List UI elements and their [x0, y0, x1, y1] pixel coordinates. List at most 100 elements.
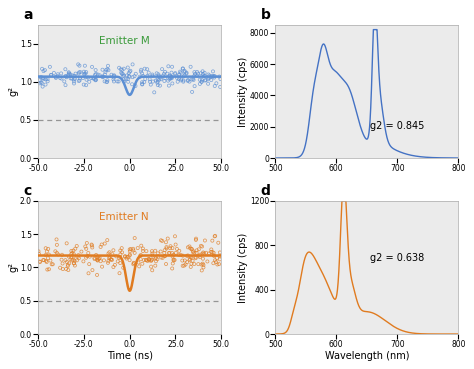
- Point: [84, 250, 92, 256]
- Point: [146, 256, 153, 262]
- Point: [67, 72, 74, 77]
- Point: [206, 73, 213, 79]
- Point: [213, 262, 221, 268]
- Point: [94, 72, 101, 77]
- Point: [136, 263, 143, 269]
- Point: [166, 73, 173, 79]
- Point: [119, 71, 127, 77]
- Point: [131, 73, 138, 79]
- Point: [137, 67, 145, 73]
- Point: [182, 70, 190, 76]
- Point: [193, 250, 201, 256]
- Point: [202, 77, 210, 83]
- Point: [216, 249, 224, 255]
- Point: [211, 233, 219, 239]
- Point: [209, 249, 216, 255]
- Point: [164, 63, 172, 69]
- Point: [117, 248, 124, 254]
- Point: [183, 253, 191, 259]
- Point: [109, 76, 117, 82]
- Point: [92, 252, 100, 258]
- Point: [211, 83, 219, 89]
- Point: [101, 241, 109, 246]
- Point: [44, 78, 52, 84]
- Point: [94, 256, 101, 262]
- Point: [65, 261, 73, 266]
- Point: [140, 257, 148, 263]
- Point: [200, 265, 207, 270]
- Point: [120, 79, 128, 85]
- Point: [148, 251, 156, 256]
- Point: [107, 256, 115, 262]
- Point: [210, 250, 218, 256]
- Point: [148, 248, 156, 254]
- Point: [191, 254, 199, 260]
- Point: [137, 243, 145, 249]
- Point: [175, 72, 182, 78]
- Point: [137, 252, 145, 258]
- Point: [39, 76, 46, 82]
- Point: [187, 245, 194, 251]
- Point: [70, 251, 78, 257]
- Point: [53, 242, 61, 248]
- Point: [129, 261, 137, 267]
- Point: [188, 261, 195, 267]
- Point: [159, 73, 167, 79]
- Point: [82, 246, 90, 252]
- Point: [115, 65, 123, 71]
- Point: [137, 256, 145, 262]
- Point: [169, 261, 176, 266]
- Point: [99, 67, 106, 73]
- Point: [46, 64, 54, 70]
- Point: [201, 238, 209, 244]
- Point: [104, 77, 111, 83]
- Point: [124, 76, 132, 82]
- Point: [123, 256, 130, 262]
- Point: [50, 70, 58, 76]
- Point: [85, 261, 93, 267]
- Point: [196, 254, 204, 260]
- Point: [91, 77, 99, 83]
- Point: [186, 244, 193, 249]
- Point: [178, 76, 185, 82]
- Point: [189, 258, 196, 264]
- Point: [114, 258, 121, 264]
- Point: [164, 236, 172, 242]
- Point: [103, 79, 111, 85]
- Point: [70, 261, 78, 266]
- Point: [108, 72, 115, 78]
- Point: [155, 73, 163, 79]
- Point: [191, 73, 198, 79]
- Point: [110, 79, 118, 85]
- Y-axis label: g²: g²: [9, 262, 18, 272]
- Point: [204, 76, 211, 82]
- Point: [118, 71, 126, 77]
- Text: Emitter N: Emitter N: [99, 211, 148, 221]
- Text: d: d: [261, 184, 271, 198]
- Point: [179, 66, 186, 72]
- Point: [106, 255, 113, 261]
- Point: [215, 261, 223, 267]
- Point: [199, 251, 206, 256]
- Point: [40, 257, 48, 263]
- Point: [45, 266, 53, 272]
- Point: [210, 73, 217, 79]
- Point: [70, 248, 77, 254]
- Point: [172, 250, 180, 256]
- Point: [81, 72, 88, 78]
- Point: [120, 73, 128, 79]
- Point: [166, 73, 174, 79]
- Point: [156, 75, 164, 80]
- Point: [175, 248, 183, 254]
- Point: [169, 80, 176, 86]
- Point: [161, 78, 168, 84]
- Point: [130, 260, 137, 266]
- Point: [199, 68, 206, 74]
- Point: [175, 76, 182, 82]
- Point: [137, 253, 144, 259]
- Point: [201, 73, 209, 79]
- Point: [36, 80, 44, 86]
- Point: [75, 78, 82, 84]
- Point: [181, 263, 188, 269]
- Point: [42, 258, 50, 264]
